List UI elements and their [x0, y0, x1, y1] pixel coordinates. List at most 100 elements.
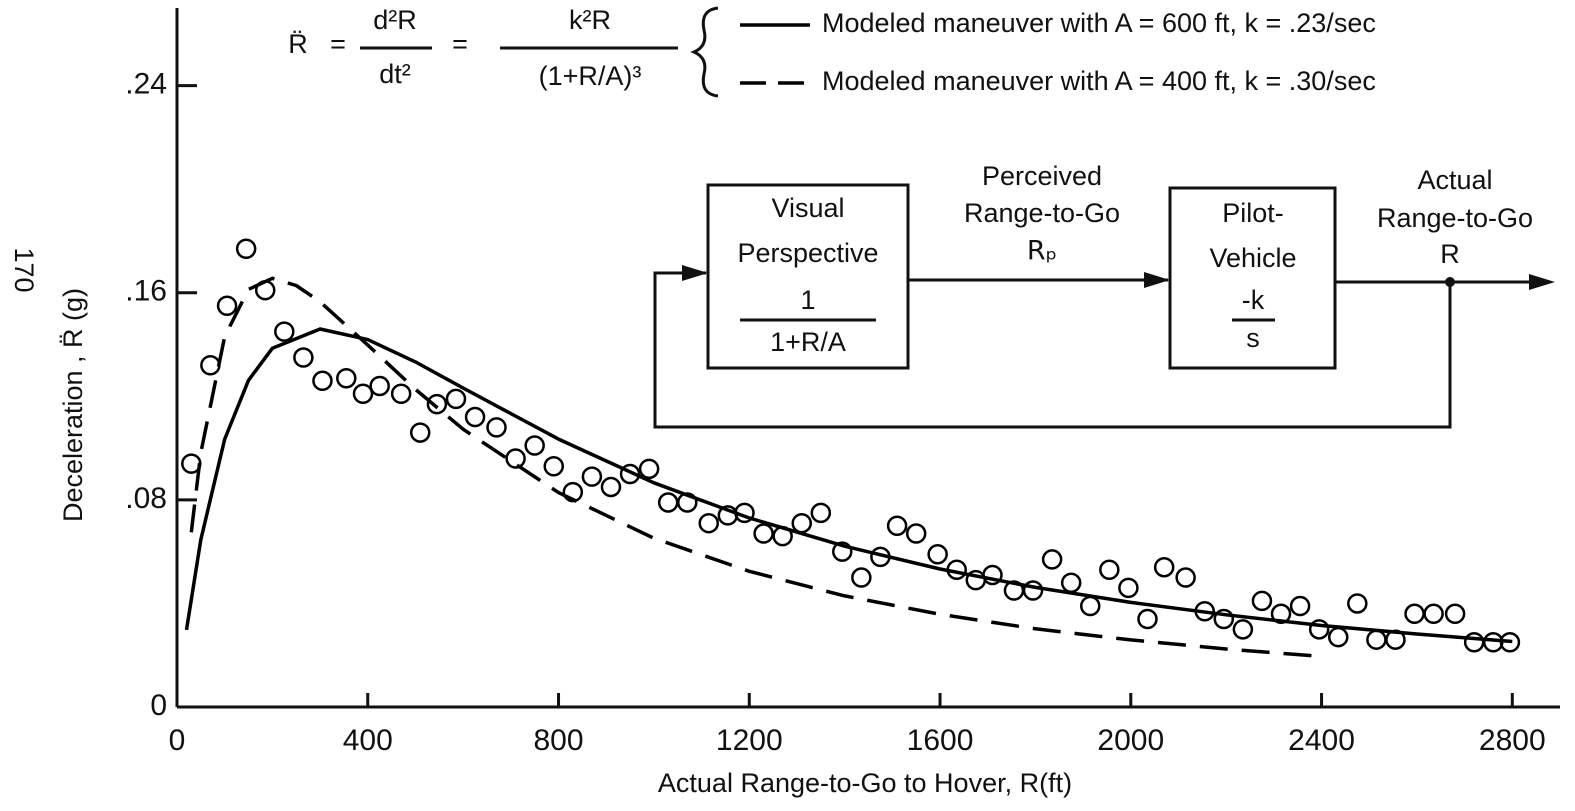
page-number: 170 — [9, 247, 39, 292]
data-point — [1482, 632, 1504, 653]
data-point — [369, 375, 390, 397]
data-point — [464, 406, 486, 428]
data-point — [1404, 603, 1425, 625]
eq-lhs: R̈ — [288, 29, 308, 59]
data-point — [657, 492, 679, 513]
data-point — [235, 238, 257, 260]
block-label: Perspective — [737, 238, 878, 268]
data-point — [505, 448, 526, 469]
data-point — [1423, 603, 1444, 625]
x-tick-label: 1600 — [907, 724, 974, 757]
block-den: s — [1246, 323, 1260, 353]
data-point — [200, 355, 221, 376]
data-point — [886, 515, 908, 537]
data-point — [619, 463, 641, 485]
data-point — [445, 388, 467, 410]
data-point — [1175, 567, 1196, 588]
data-point — [734, 502, 755, 524]
block-den: 1+R/A — [770, 327, 846, 357]
data-point — [927, 544, 948, 565]
eq-num: d²R — [373, 5, 417, 35]
block-num: 1 — [800, 285, 815, 315]
model-curve — [184, 327, 1513, 644]
model-curve — [189, 276, 1313, 658]
data-point — [870, 546, 891, 568]
block-label: Vehicle — [1209, 243, 1296, 273]
data-point — [832, 541, 853, 562]
block-label: Pilot- — [1222, 198, 1284, 228]
data-point — [1041, 549, 1063, 570]
data-point — [1194, 600, 1215, 622]
data-point — [638, 458, 660, 480]
feedback-line — [653, 271, 1452, 429]
data-point — [293, 347, 314, 368]
data-point — [1232, 619, 1254, 640]
block-label: Visual — [771, 193, 844, 223]
data-point — [772, 525, 793, 547]
data-point — [905, 523, 927, 544]
data-point — [946, 559, 967, 581]
eq-sign: = — [330, 29, 346, 59]
data-point — [1153, 556, 1175, 578]
block-diagram — [653, 183, 1545, 429]
data-point — [851, 567, 872, 588]
y-tick-label: .16 — [125, 275, 167, 308]
arrows — [682, 265, 1555, 290]
legend-label: Modeled maneuver with A = 400 ft, k = .3… — [822, 66, 1376, 96]
signal-label: Rₚ — [1027, 236, 1057, 267]
data-point — [810, 502, 832, 524]
signal-label: Range-to-Go — [1377, 203, 1533, 233]
y-tick-label: 0 — [150, 689, 167, 722]
data-point — [698, 512, 719, 534]
data-point — [1385, 629, 1406, 650]
y-tick-label: .08 — [125, 482, 167, 515]
data-point — [562, 481, 584, 503]
data-point — [1270, 603, 1292, 625]
data-point — [1060, 572, 1082, 593]
x-tick-label: 400 — [343, 724, 393, 757]
data-point — [1099, 559, 1120, 581]
data-point — [1347, 593, 1368, 614]
signal-label: Actual — [1417, 165, 1492, 195]
data-point — [600, 476, 622, 498]
legend-label: Modeled maneuver with A = 600 ft, k = .2… — [822, 8, 1376, 38]
data-point — [254, 279, 276, 301]
arrow — [1144, 272, 1170, 288]
data-point — [1213, 608, 1235, 630]
equation: R̈ = d²R dt² = k²R (1+R/A)³ — [288, 5, 719, 98]
data-point — [524, 435, 545, 456]
data-point — [543, 455, 564, 477]
arrow — [1529, 274, 1555, 290]
data-point — [753, 523, 774, 544]
data-point — [1022, 580, 1044, 601]
arrow — [682, 265, 708, 281]
eq-den: (1+R/A)³ — [539, 61, 642, 91]
data-point — [1463, 632, 1485, 653]
data-point — [1137, 608, 1158, 630]
block-num: -k — [1242, 285, 1265, 315]
x-tick-label: 1200 — [716, 724, 783, 757]
data-point — [312, 370, 333, 392]
data-point — [1327, 626, 1349, 648]
y-axis-label: Deceleration , R̈ (g) — [58, 288, 88, 522]
data-point — [1080, 595, 1101, 617]
data-point — [352, 383, 374, 404]
data-point — [1118, 577, 1139, 599]
data-point — [1289, 595, 1311, 617]
data-point — [486, 417, 507, 438]
data-point — [1444, 603, 1466, 625]
x-tick-label: 2400 — [1288, 724, 1355, 757]
data-point — [1366, 629, 1387, 650]
data-point — [791, 512, 812, 534]
data-point — [1308, 619, 1330, 640]
y-tick-label: .24 — [125, 68, 167, 101]
x-tick-label: 2800 — [1479, 724, 1546, 757]
eq-sign: = — [452, 29, 468, 59]
eq-num: k²R — [569, 5, 611, 35]
x-tick-label: 800 — [533, 724, 583, 757]
block — [1168, 186, 1337, 370]
signal-label: Range-to-Go — [964, 198, 1120, 228]
data-point — [274, 321, 295, 342]
x-tick-label: 0 — [169, 724, 186, 757]
